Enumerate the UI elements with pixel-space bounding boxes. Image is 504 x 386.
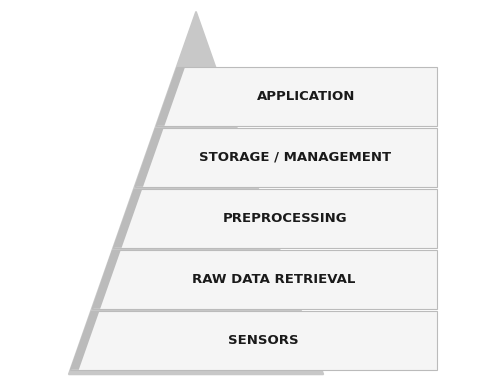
Polygon shape	[70, 311, 99, 370]
Text: PREPROCESSING: PREPROCESSING	[222, 212, 347, 225]
Polygon shape	[92, 250, 437, 309]
Polygon shape	[113, 189, 142, 248]
Text: STORAGE / MANAGEMENT: STORAGE / MANAGEMENT	[199, 151, 391, 164]
Polygon shape	[135, 128, 164, 187]
Polygon shape	[156, 67, 437, 126]
Polygon shape	[70, 311, 437, 370]
Polygon shape	[113, 189, 437, 248]
Text: APPLICATION: APPLICATION	[257, 90, 355, 103]
Polygon shape	[69, 12, 324, 374]
Polygon shape	[135, 128, 437, 187]
Text: SENSORS: SENSORS	[228, 334, 298, 347]
Text: RAW DATA RETRIEVAL: RAW DATA RETRIEVAL	[192, 273, 355, 286]
Polygon shape	[92, 250, 121, 309]
Polygon shape	[156, 67, 185, 126]
